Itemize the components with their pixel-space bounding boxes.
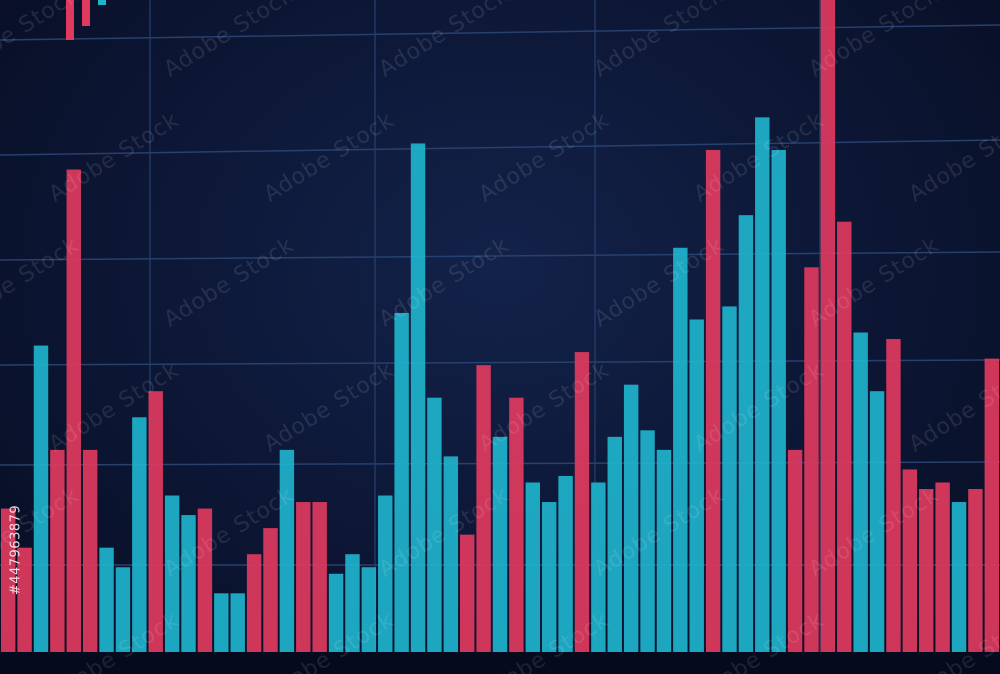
bar-34 [558,475,573,652]
bar-49 [804,267,819,652]
bar-14 [230,593,245,652]
bar-21 [345,554,360,652]
bar-9 [148,391,163,652]
stock-id-text: #447963879 [8,504,24,596]
bar-11 [181,515,196,652]
bar-54 [886,339,901,652]
bar-47 [771,149,786,652]
top-mark-2 [98,0,106,5]
bar-25 [410,143,426,652]
bars [0,0,1000,653]
bar-17 [279,449,295,652]
bar-53 [869,391,885,652]
bar-44 [722,306,737,652]
bar-51 [837,221,852,652]
bar-38 [623,384,639,652]
bar-28 [460,534,475,652]
bar-46 [755,117,770,653]
bar-22 [361,567,377,652]
bar-58 [951,502,967,652]
bar-50 [820,0,836,652]
bar-24 [394,312,409,652]
bar-12 [197,508,213,652]
bar-27 [443,456,459,652]
bar-0 [0,508,16,652]
bar-57 [935,482,950,652]
top-candle-marks [66,0,106,40]
bar-10 [164,495,180,652]
bar-45 [738,215,754,652]
bar-39 [640,430,655,652]
bar-32 [525,482,540,652]
bar-55 [902,469,918,652]
bar-33 [541,502,557,652]
bar-5 [82,449,98,652]
bar-19 [312,502,327,652]
bar-43 [705,149,721,652]
chart-baseline [0,652,1000,674]
bar-37 [607,436,622,652]
bar-2 [33,345,49,652]
top-mark-0 [66,0,74,40]
bar-40 [656,449,672,652]
bar-35 [574,352,590,652]
bar-15 [246,554,262,652]
bar-13 [214,593,229,652]
bar-56 [919,489,934,652]
bar-16 [263,528,278,652]
bar-7 [115,567,131,652]
stock-id-label: #447963879 [4,440,28,660]
bar-6 [99,547,114,652]
bar-59 [968,489,983,652]
bar-8 [132,417,147,652]
bar-30 [492,436,508,652]
bar-41 [673,247,688,652]
bar-52 [853,332,868,652]
top-mark-1 [82,0,90,26]
bar-20 [328,573,344,652]
bar-31 [509,397,524,652]
bar-23 [378,495,393,652]
bar-36 [591,482,606,652]
bar-18 [296,502,311,652]
bar-42 [689,319,704,652]
bar-26 [427,397,442,652]
bar-4 [66,169,81,652]
bar-3 [50,449,65,652]
bar-48 [787,449,803,652]
bar-1 [17,547,32,652]
bar-29 [476,365,491,652]
bar-60 [984,358,1000,652]
